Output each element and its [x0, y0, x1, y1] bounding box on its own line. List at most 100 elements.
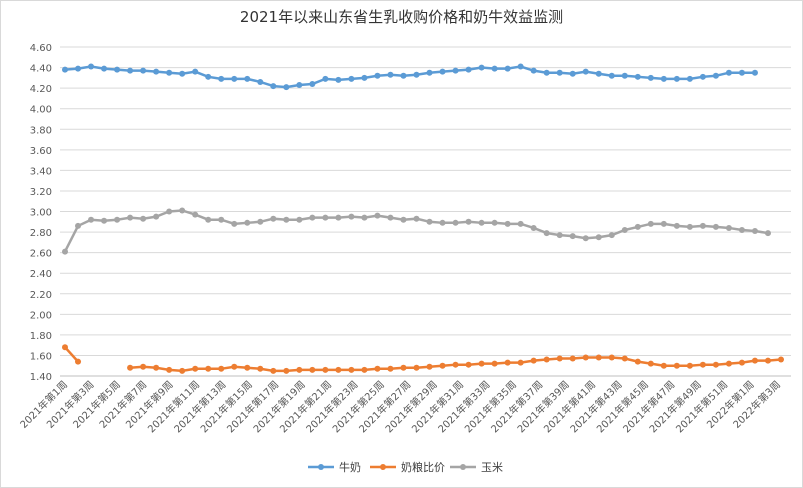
data-point — [504, 220, 511, 227]
data-point — [660, 75, 667, 82]
data-point — [75, 65, 82, 72]
data-point — [361, 366, 368, 373]
data-point — [621, 355, 628, 362]
y-tick-label: 4.20 — [30, 84, 52, 95]
y-axis-ticks: 1.40 1.60 1.80 2.00 2.20 2.40 2.60 2.80 3.00 3.20… — [30, 43, 52, 383]
data-point — [517, 63, 524, 70]
data-point — [491, 360, 498, 367]
data-point — [647, 220, 654, 227]
data-point — [335, 366, 342, 373]
data-point — [699, 222, 706, 229]
data-point — [530, 67, 537, 74]
data-point — [257, 365, 264, 372]
legend: 牛奶 奶粮比价 玉米 — [308, 460, 503, 474]
data-point — [374, 72, 381, 79]
data-point — [335, 76, 342, 83]
data-point — [374, 365, 381, 372]
data-point — [569, 355, 576, 362]
data-point — [140, 67, 147, 74]
data-point — [322, 214, 329, 221]
data-point — [205, 365, 212, 372]
y-tick-label: 4.60 — [30, 43, 52, 54]
data-point — [517, 359, 524, 366]
data-point — [361, 74, 368, 81]
data-point — [595, 234, 602, 241]
data-point — [712, 361, 719, 368]
data-point — [621, 72, 628, 79]
data-point — [400, 72, 407, 79]
data-point — [153, 68, 160, 75]
data-point — [62, 66, 68, 73]
data-point — [387, 71, 394, 78]
data-point — [192, 365, 199, 372]
y-tick-label: 2.80 — [30, 228, 52, 239]
data-point — [504, 65, 511, 72]
data-point — [426, 69, 433, 76]
data-point — [595, 70, 602, 77]
data-point — [309, 81, 316, 88]
data-point — [751, 357, 758, 364]
data-point — [88, 63, 95, 70]
data-point — [751, 228, 758, 235]
y-tick-label: 4.00 — [30, 105, 52, 116]
data-point — [764, 357, 771, 364]
data-point — [673, 75, 680, 82]
data-point — [192, 68, 199, 75]
data-point — [660, 220, 667, 227]
data-point — [439, 362, 446, 369]
data-point — [218, 216, 225, 223]
data-point — [387, 365, 394, 372]
data-point — [478, 360, 485, 367]
data-point — [608, 232, 615, 239]
data-point — [426, 363, 433, 370]
data-point — [413, 364, 420, 371]
data-point — [647, 360, 654, 367]
legend-marker — [460, 464, 466, 470]
data-point — [478, 219, 485, 226]
data-point — [699, 361, 706, 368]
series-group — [62, 63, 784, 374]
data-point — [686, 223, 693, 230]
data-point — [413, 71, 420, 78]
data-point — [153, 364, 160, 371]
data-point — [270, 215, 277, 222]
data-point — [270, 367, 277, 374]
data-point — [582, 354, 589, 361]
data-point — [439, 68, 446, 75]
data-point — [153, 213, 160, 220]
data-point — [88, 216, 95, 223]
data-point — [465, 218, 472, 225]
data-point — [348, 213, 355, 220]
y-tick-label: 1.60 — [30, 351, 52, 362]
data-point — [491, 65, 498, 72]
legend-label: 奶粮比价 — [401, 460, 445, 474]
data-point — [738, 227, 745, 234]
series-2 — [62, 207, 771, 255]
y-tick-label: 2.60 — [30, 249, 52, 260]
data-point — [179, 70, 186, 77]
data-point — [465, 361, 472, 368]
data-point — [634, 358, 641, 365]
data-point — [374, 212, 381, 219]
data-point — [244, 364, 251, 371]
data-point — [608, 72, 615, 79]
data-point — [179, 207, 186, 214]
series-line — [64, 346, 79, 363]
series-0 — [62, 63, 758, 91]
data-point — [296, 366, 303, 373]
data-point — [738, 359, 745, 366]
data-point — [309, 214, 316, 221]
y-tick-label: 2.00 — [30, 310, 52, 321]
data-point — [634, 223, 641, 230]
legend-label: 牛奶 — [339, 460, 361, 474]
data-point — [62, 248, 68, 255]
y-tick-label: 1.40 — [30, 372, 52, 383]
data-point — [465, 66, 472, 73]
y-tick-label: 2.40 — [30, 269, 52, 280]
data-point — [413, 215, 420, 222]
data-point — [543, 69, 550, 76]
data-point — [452, 361, 459, 368]
y-tick-label: 3.00 — [30, 208, 52, 219]
data-point — [283, 84, 290, 91]
data-point — [712, 72, 719, 79]
